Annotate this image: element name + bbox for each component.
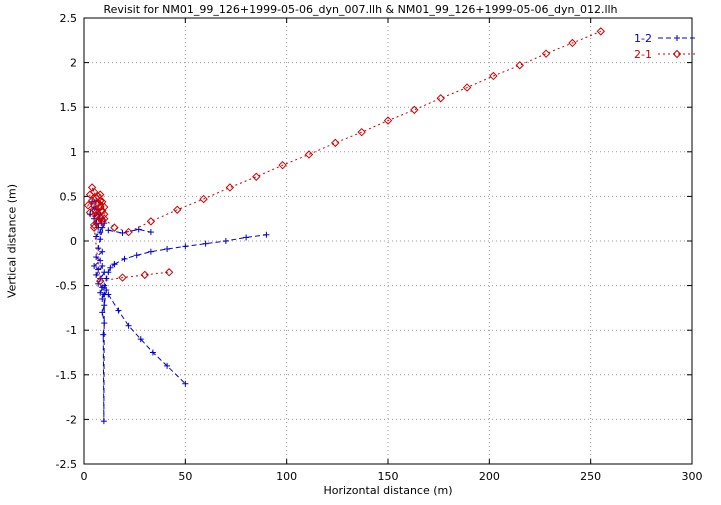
plot-border bbox=[83, 17, 693, 465]
y-tick-label: -1.5 bbox=[56, 369, 77, 382]
x-tick-label: 250 bbox=[580, 470, 601, 483]
series-line-1-2 bbox=[114, 234, 267, 265]
y-tick-label: -0.5 bbox=[56, 280, 77, 293]
diamond-marker bbox=[173, 205, 182, 214]
diamond-marker bbox=[164, 268, 174, 277]
diamond-marker bbox=[98, 217, 107, 226]
diamond-marker bbox=[462, 83, 472, 92]
series-line-1-2 bbox=[107, 294, 186, 385]
y-tick-label: 2.5 bbox=[60, 12, 78, 25]
diamond-marker bbox=[331, 138, 340, 148]
diamond-marker bbox=[118, 273, 127, 282]
y-tick-label: -2.5 bbox=[56, 458, 77, 471]
diamond-marker bbox=[100, 210, 109, 219]
x-tick-label: 0 bbox=[81, 470, 88, 483]
x-axis-label: Horizontal distance (m) bbox=[323, 484, 453, 497]
diamond-marker bbox=[96, 190, 105, 199]
diamond-marker bbox=[96, 196, 105, 206]
diamond-marker bbox=[304, 150, 314, 159]
x-tick-label: 200 bbox=[479, 470, 500, 483]
diamond-marker bbox=[410, 105, 419, 115]
diamond-marker bbox=[568, 38, 577, 48]
diamond-marker bbox=[110, 223, 119, 232]
x-tick-label: 100 bbox=[276, 470, 297, 483]
y-tick-label: 1.5 bbox=[60, 101, 78, 114]
legend-label-2-1: 2-1 bbox=[634, 48, 652, 61]
diamond-marker bbox=[489, 71, 498, 81]
diamond-marker bbox=[436, 94, 445, 103]
diamond-marker bbox=[98, 206, 107, 215]
diamond-marker bbox=[124, 227, 133, 237]
y-tick-label: 0.5 bbox=[60, 190, 78, 203]
y-tick-label: -2 bbox=[66, 413, 77, 426]
diamond-marker bbox=[83, 201, 93, 210]
diamond-marker bbox=[541, 49, 551, 58]
legend-label-1-2: 1-2 bbox=[634, 32, 652, 45]
diamond-marker bbox=[100, 202, 109, 212]
diamond-marker bbox=[146, 217, 156, 226]
y-tick-label: -1 bbox=[66, 324, 77, 337]
x-tick-label: 50 bbox=[178, 470, 192, 483]
diamond-marker bbox=[87, 183, 97, 192]
y-tick-label: 2 bbox=[70, 57, 77, 70]
diamond-marker bbox=[140, 270, 150, 280]
y-tick-label: 1 bbox=[70, 146, 77, 159]
diamond-marker bbox=[278, 160, 287, 170]
diamond-marker bbox=[100, 214, 109, 223]
chart-title: Revisit for NM01_99_126+1999-05-06_dyn_0… bbox=[103, 3, 618, 16]
y-axis-label: Vertical distance (m) bbox=[5, 183, 19, 299]
diamond-marker bbox=[252, 172, 261, 181]
diamond-marker bbox=[91, 208, 101, 217]
series-line-2-1 bbox=[103, 30, 601, 233]
series-line-2-1 bbox=[93, 227, 170, 282]
diamond-marker bbox=[596, 27, 606, 36]
diamond-marker bbox=[515, 61, 524, 70]
diamond-marker bbox=[199, 194, 208, 204]
diamond-marker bbox=[672, 49, 682, 59]
diamond-marker bbox=[89, 220, 99, 230]
diamond-marker bbox=[89, 223, 99, 232]
diamond-marker bbox=[383, 116, 393, 125]
x-tick-label: 150 bbox=[378, 470, 399, 483]
diamond-marker bbox=[225, 183, 235, 192]
x-tick-label: 300 bbox=[682, 470, 703, 483]
diamond-marker bbox=[93, 199, 103, 208]
y-tick-label: 0 bbox=[70, 235, 77, 248]
diamond-marker bbox=[96, 276, 105, 286]
diamond-marker bbox=[357, 127, 366, 137]
